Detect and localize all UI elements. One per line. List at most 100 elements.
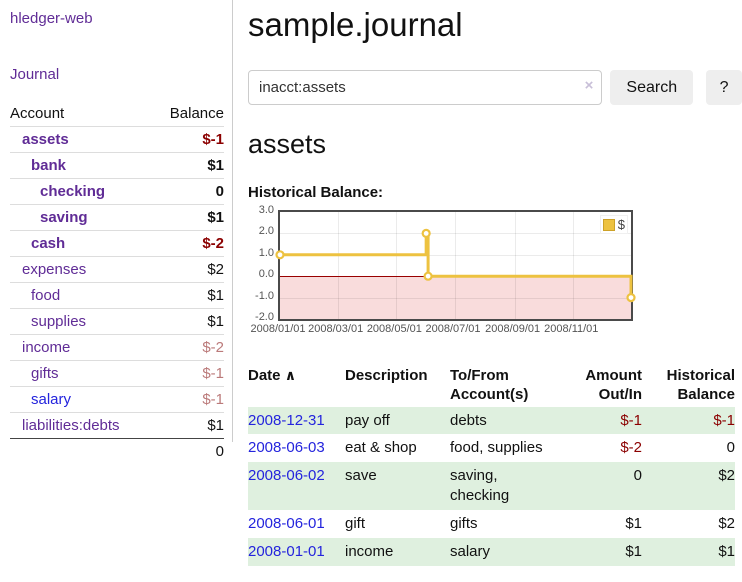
account-link[interactable]: cash — [31, 235, 66, 252]
accounts-header-balance: Balance — [169, 105, 224, 122]
chart-gridline — [396, 212, 398, 319]
chart-legend: $ — [599, 215, 628, 234]
transaction-date-link[interactable]: 2008-12-31 — [248, 411, 325, 429]
search-input[interactable] — [248, 70, 603, 105]
column-header-accounts[interactable]: To/From Account(s) — [450, 367, 529, 403]
transaction-date-link[interactable]: 2008-06-02 — [248, 467, 325, 485]
x-axis-tick-label: 2008/03/01 — [308, 323, 364, 335]
transaction-amount: $-2 — [620, 439, 642, 457]
account-link[interactable]: salary — [31, 391, 72, 408]
column-header-date[interactable]: Date ∧ — [248, 367, 297, 384]
brand-link[interactable]: hledger-web — [10, 10, 93, 27]
account-link[interactable]: checking — [40, 183, 106, 200]
chart-gridline — [280, 254, 631, 256]
account-row: supplies $1 — [10, 308, 224, 335]
transaction-row: 2008-06-02 save saving, checking 0 $2 — [248, 462, 735, 511]
chart-gridline — [280, 233, 631, 235]
transaction-balance: $-1 — [713, 411, 735, 429]
account-row: liabilities:debts $1 — [10, 412, 224, 439]
transaction-accounts: salary — [450, 543, 491, 561]
column-header-amount[interactable]: Amount Out/In — [585, 367, 642, 403]
x-axis-tick-label: 2008/11/01 — [544, 323, 599, 335]
column-header-balance[interactable]: Historical Balance — [666, 367, 735, 403]
chart-data-point — [421, 228, 431, 238]
search-form: × Search ? — [248, 70, 742, 105]
transaction-description: gift — [345, 515, 366, 533]
transaction-balance: 0 — [726, 439, 735, 457]
account-row: assets $-1 — [10, 126, 224, 153]
account-row: food $1 — [10, 282, 224, 309]
transaction-description: save — [345, 467, 377, 485]
account-row: expenses $2 — [10, 256, 224, 283]
account-balance: $-1 — [153, 126, 224, 153]
account-link[interactable]: gifts — [31, 365, 59, 382]
account-link[interactable]: supplies — [31, 313, 87, 330]
transaction-amount: $1 — [625, 515, 642, 533]
transaction-amount: $-1 — [620, 411, 642, 429]
accounts-total: 0 — [153, 438, 224, 464]
x-axis-tick-label: 2008/07/01 — [425, 323, 481, 335]
account-balance: $-1 — [153, 386, 224, 413]
register-header-row: Date ∧ Description To/From Account(s) Amo… — [248, 365, 735, 407]
accounts-header-row: Account Balance — [10, 101, 224, 127]
account-link[interactable]: food — [31, 287, 61, 304]
accounts-total-row: 0 — [10, 438, 224, 464]
transaction-accounts: saving, checking — [450, 467, 510, 505]
chart-series — [275, 228, 636, 303]
y-axis-tick-label: 1.0 — [258, 246, 274, 259]
chart-gridline — [514, 212, 516, 319]
clear-search-icon[interactable]: × — [584, 77, 594, 94]
chart-gridline — [573, 212, 575, 319]
transaction-amount: $1 — [625, 543, 642, 561]
account-link[interactable]: assets — [22, 131, 69, 148]
transaction-row: 2008-06-03 eat & shop food, supplies $-2… — [248, 434, 735, 462]
account-balance: $1 — [153, 282, 224, 309]
transaction-balance: $2 — [718, 515, 735, 533]
help-button[interactable]: ? — [706, 70, 742, 105]
accounts-table: Account Balance assets $-1 bank $1 check… — [10, 101, 224, 464]
transaction-date-link[interactable]: 2008-01-01 — [248, 543, 325, 561]
transaction-row: 2008-01-01 income salary $1 $1 — [248, 538, 735, 567]
transaction-row: 2008-06-01 gift gifts $1 $2 — [248, 510, 735, 538]
transaction-amount: 0 — [633, 467, 642, 485]
y-axis-tick-label: -2.0 — [255, 311, 274, 323]
transaction-accounts: food, supplies — [450, 439, 543, 457]
balance-chart: $ 3.0 2.0 1.0 0.0 -1.0 -2.0 2008/01/01 2008/03/… — [248, 204, 668, 344]
y-axis-tick-label: 2.0 — [258, 225, 274, 238]
transaction-accounts: debts — [450, 411, 487, 429]
account-row: saving $1 — [10, 204, 224, 231]
x-axis-tick-label: 2008/01/01 — [250, 323, 306, 335]
accounts-header-account: Account — [10, 105, 65, 122]
transaction-description: pay off — [345, 411, 390, 429]
chart-data-point — [423, 271, 433, 281]
account-balance: $1 — [153, 308, 224, 335]
account-row: cash $-2 — [10, 230, 224, 257]
transaction-balance: $1 — [718, 543, 735, 561]
account-heading: assets — [248, 129, 327, 159]
chart-plot-area[interactable]: $ — [275, 210, 636, 321]
account-row: gifts $-1 — [10, 360, 224, 387]
chart-negative-region — [280, 276, 631, 319]
transaction-date-link[interactable]: 2008-06-03 — [248, 439, 325, 457]
search-button[interactable]: Search — [610, 70, 694, 105]
account-row: checking 0 — [10, 178, 224, 205]
account-balance: $1 — [153, 152, 224, 179]
account-link[interactable]: saving — [40, 209, 88, 226]
account-link[interactable]: income — [22, 339, 71, 356]
account-balance: 0 — [153, 178, 224, 205]
account-link[interactable]: liabilities:debts — [22, 417, 120, 434]
account-link[interactable]: bank — [31, 157, 67, 174]
legend-label: $ — [617, 217, 625, 232]
chart-data-point — [275, 250, 285, 260]
register-table: Date ∧ Description To/From Account(s) Amo… — [248, 365, 735, 567]
x-axis-tick-label: 2008/09/01 — [485, 323, 541, 335]
transaction-row: 2008-12-31 pay off debts $-1 $-1 — [248, 406, 735, 435]
sidebar-item-journal[interactable]: Journal — [10, 66, 60, 83]
column-header-description[interactable]: Description — [345, 367, 428, 384]
chart-gridline — [337, 212, 339, 319]
transaction-accounts: gifts — [450, 515, 478, 533]
main-content: sample.journal × Search ? assets Histori… — [233, 0, 742, 567]
account-link[interactable]: expenses — [22, 261, 87, 278]
transaction-date-link[interactable]: 2008-06-01 — [248, 515, 325, 533]
